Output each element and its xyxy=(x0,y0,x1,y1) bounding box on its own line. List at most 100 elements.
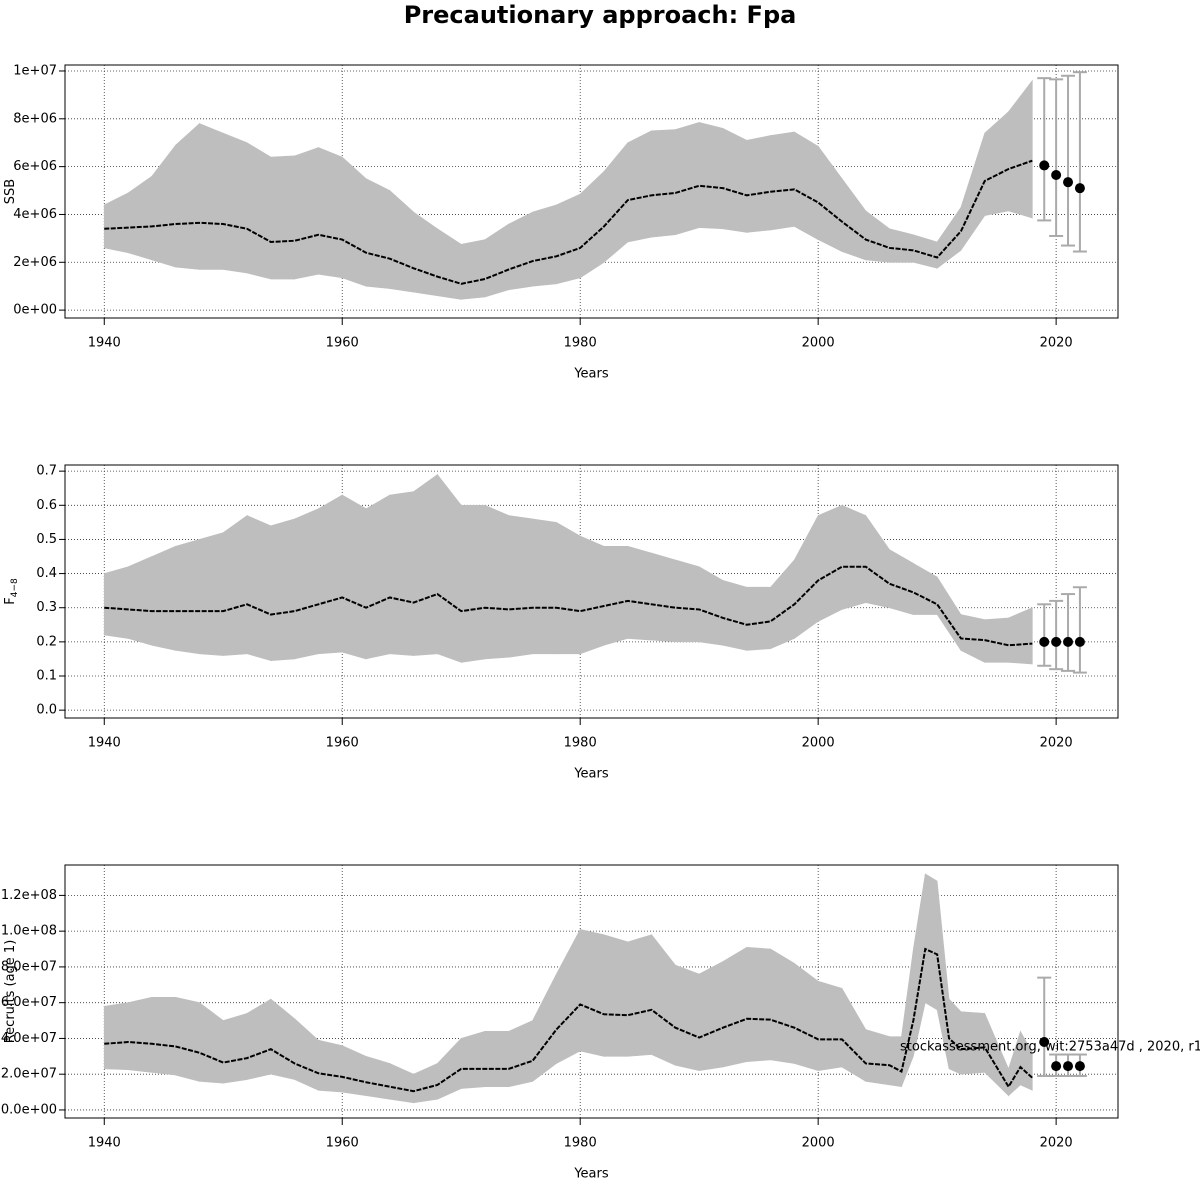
y-tick-label: 4.0e+07 xyxy=(1,1031,57,1046)
annotation: stockassessment.org, wit:2753a47d , 2020… xyxy=(900,1040,1200,1055)
confidence-band xyxy=(151,545,176,651)
forecast-point xyxy=(1063,636,1074,647)
y-tick-label: 0.5 xyxy=(36,532,57,547)
confidence-band xyxy=(698,961,724,1071)
x-tick-label: 2020 xyxy=(1040,1136,1073,1151)
confidence-band xyxy=(175,122,200,270)
confidence-band xyxy=(627,545,652,641)
confidence-band xyxy=(794,962,819,1072)
y-tick-label: 6e+06 xyxy=(13,159,57,174)
y-axis-label: SSB xyxy=(3,179,18,204)
confidence-band xyxy=(175,539,200,655)
y-tick-label: 0.1 xyxy=(36,669,57,684)
y-axis-label-main: SSB xyxy=(3,179,18,204)
confidence-band xyxy=(484,504,510,660)
x-tick-label: 1960 xyxy=(326,736,359,751)
confidence-band xyxy=(579,170,605,279)
confidence-band xyxy=(865,210,890,263)
x-axis-label: Years xyxy=(573,367,609,382)
confidence-band xyxy=(460,1030,486,1089)
confidence-band xyxy=(1008,79,1033,219)
confidence-band xyxy=(222,132,248,274)
confidence-band xyxy=(127,996,153,1073)
y-tick-label: 0.0 xyxy=(36,703,57,718)
y-tick-label: 0.6 xyxy=(36,498,57,513)
plot-frame xyxy=(64,64,1119,319)
confidence-band xyxy=(508,515,533,658)
confidence-band xyxy=(746,586,771,651)
confidence-band xyxy=(246,998,272,1080)
x-tick-label: 1980 xyxy=(564,336,597,351)
confidence-band xyxy=(675,964,700,1071)
confidence-band xyxy=(1008,607,1033,665)
y-axis-label: Recruits (age 1) xyxy=(3,940,18,1044)
forecast-point xyxy=(1039,1037,1050,1048)
confidence-band xyxy=(365,1055,391,1100)
confidence-band xyxy=(532,204,557,287)
y-axis-label-main: F xyxy=(3,597,18,604)
confidence-band xyxy=(175,996,200,1082)
confidence-band xyxy=(508,1020,533,1088)
confidence-band xyxy=(341,494,367,660)
confidence-band xyxy=(865,1029,890,1086)
x-tick-label: 1960 xyxy=(326,1136,359,1151)
x-tick-label: 2020 xyxy=(1040,336,1073,351)
confidence-band xyxy=(603,141,629,263)
estimate-line xyxy=(104,565,1033,647)
confidence-band xyxy=(865,514,890,609)
y-tick-label: 1.2e+08 xyxy=(1,888,57,903)
confidence-band xyxy=(270,155,295,280)
confidence-band xyxy=(389,491,414,656)
confidence-band xyxy=(675,121,700,236)
confidence-band xyxy=(437,228,462,300)
confidence-band xyxy=(532,518,557,655)
confidence-band xyxy=(603,545,629,646)
confidence-band xyxy=(294,508,319,660)
confidence-band xyxy=(603,934,629,1057)
confidence-band xyxy=(556,521,581,655)
x-tick-label: 1940 xyxy=(88,1136,121,1151)
confidence-band xyxy=(817,980,843,1071)
forecast-point xyxy=(1051,1061,1062,1072)
confidence-band xyxy=(365,494,391,660)
confidence-band xyxy=(103,1002,129,1071)
confidence-band xyxy=(984,110,1009,217)
y-axis-label-sub: 4−8 xyxy=(10,578,20,597)
y-tick-label: 1.0e+08 xyxy=(1,924,57,939)
confidence-band xyxy=(770,948,795,1064)
y-axis-label: F4−8 xyxy=(3,578,20,605)
y-tick-label: 0.3 xyxy=(36,600,57,615)
confidence-band xyxy=(924,873,938,1011)
y-tick-label: 0.7 xyxy=(36,464,57,479)
x-tick-label: 2000 xyxy=(802,1136,835,1151)
confidence-band xyxy=(841,504,867,610)
confidence-band xyxy=(722,127,748,233)
confidence-band xyxy=(460,504,486,663)
y-tick-label: 8e+06 xyxy=(13,111,57,126)
confidence-band xyxy=(413,473,438,656)
confidence-band xyxy=(770,131,795,231)
confidence-band xyxy=(936,206,962,269)
confidence-band xyxy=(532,973,557,1082)
confidence-band xyxy=(579,535,605,655)
y-tick-label: 0e+00 xyxy=(13,303,57,318)
x-tick-label: 1980 xyxy=(564,736,597,751)
y-tick-label: 0.4 xyxy=(36,566,57,581)
confidence-band xyxy=(127,175,153,261)
confidence-band xyxy=(948,998,962,1075)
confidence-band xyxy=(389,189,414,293)
confidence-band xyxy=(103,566,129,639)
y-tick-label: 8.0e+07 xyxy=(1,959,57,974)
confidence-band xyxy=(722,580,748,651)
chart-title: Precautionary approach: Fpa xyxy=(404,1,797,29)
x-tick-label: 1940 xyxy=(88,736,121,751)
confidence-band xyxy=(960,133,986,252)
forecast-point xyxy=(1051,170,1062,180)
confidence-band xyxy=(746,946,771,1063)
confidence-band xyxy=(770,559,795,650)
confidence-band xyxy=(841,177,867,261)
confidence-band xyxy=(841,987,867,1082)
x-tick-label: 2000 xyxy=(802,736,835,751)
x-tick-label: 1980 xyxy=(564,1136,597,1151)
confidence-band xyxy=(794,515,819,640)
